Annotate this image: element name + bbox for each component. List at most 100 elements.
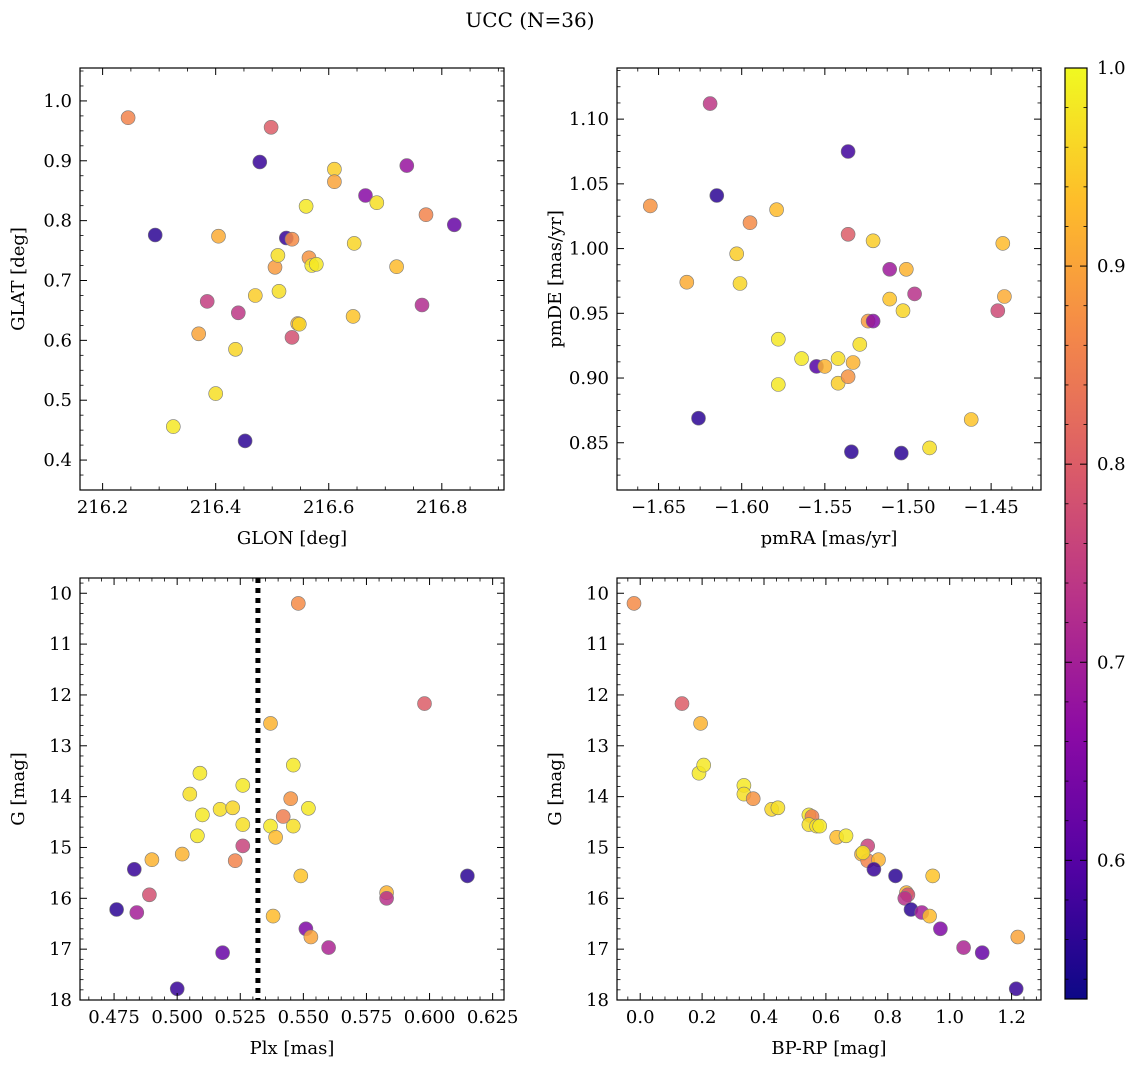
y-tick-label: 18 <box>49 990 72 1011</box>
y-tick-label: 1.0 <box>43 91 72 112</box>
x-tick-label: 216.6 <box>303 497 355 518</box>
data-point <box>855 845 871 860</box>
y-axis-label: pmDE [mas/yr] <box>545 210 566 348</box>
points <box>626 596 1026 997</box>
x-tick-label: −1.45 <box>964 497 1019 518</box>
colorbar: 0.6 0.7 0.8 0.9 1.0 <box>1064 58 1126 1000</box>
y-tick-label: 1.10 <box>569 109 609 130</box>
y-tick-label: 13 <box>586 736 609 757</box>
x-tick-label: 0.575 <box>341 1007 393 1028</box>
data-point <box>369 195 385 210</box>
data-point <box>346 236 362 251</box>
x-tick-label: 0.4 <box>750 1007 779 1028</box>
data-point <box>925 868 941 884</box>
y-tick-label: 14 <box>49 787 72 808</box>
y-tick-label: 17 <box>586 939 609 960</box>
data-point <box>696 757 712 773</box>
data-point <box>399 158 415 173</box>
data-point <box>729 246 745 262</box>
colorbar-tick-label: 0.6 <box>1097 850 1126 871</box>
data-point <box>844 444 859 460</box>
data-point <box>182 786 198 802</box>
y-tick-label: 0.8 <box>43 211 72 232</box>
data-point <box>265 908 281 924</box>
data-point <box>283 791 299 807</box>
data-point <box>327 161 342 177</box>
points <box>120 110 462 449</box>
x-tick-label: 0.550 <box>278 1007 330 1028</box>
data-point <box>417 696 432 711</box>
y-axis-label: G [mag] <box>545 752 566 825</box>
x-tick-label: 0.525 <box>214 1007 266 1028</box>
data-point <box>995 236 1011 251</box>
data-point <box>817 359 833 374</box>
x-tick-label: 0.500 <box>151 1007 203 1028</box>
y-axis-label: GLAT [deg] <box>8 227 29 331</box>
data-point <box>642 198 658 214</box>
data-point <box>840 227 856 242</box>
y-tick-label: 14 <box>586 787 609 808</box>
data-point <box>284 330 300 345</box>
x-tick-label: 1.0 <box>935 1007 964 1028</box>
x-tick-label: 1.2 <box>997 1007 1026 1028</box>
data-point <box>840 144 856 159</box>
data-point <box>379 890 394 906</box>
data-point <box>460 868 475 884</box>
x-tick-label: 216.4 <box>190 497 242 518</box>
colorbar-tick-label: 0.7 <box>1097 652 1126 673</box>
data-point <box>212 801 228 817</box>
data-point <box>418 207 434 222</box>
data-point <box>285 757 301 773</box>
data-point <box>252 154 268 170</box>
data-point <box>840 369 856 385</box>
data-point <box>298 199 314 214</box>
data-point <box>235 778 251 793</box>
x-tick-label: 0.600 <box>404 1007 456 1028</box>
data-point <box>898 261 914 277</box>
data-point <box>271 283 287 299</box>
data-point <box>702 96 718 111</box>
data-point <box>933 921 948 937</box>
data-point <box>120 110 136 125</box>
y-tick-label: 0.9 <box>43 151 72 172</box>
data-point <box>127 861 142 877</box>
data-point <box>922 440 937 456</box>
data-point <box>263 716 278 731</box>
data-point <box>1008 981 1024 997</box>
data-point <box>674 696 690 711</box>
data-point <box>208 386 223 401</box>
data-point <box>291 316 307 332</box>
data-point <box>770 331 786 347</box>
data-point <box>308 256 324 272</box>
x-tick-label: −1.60 <box>714 497 769 518</box>
y-tick-label: 1.00 <box>569 239 609 260</box>
x-tick-label: 0.475 <box>88 1007 140 1028</box>
data-point <box>192 765 208 781</box>
y-tick-label: 0.7 <box>43 270 72 291</box>
y-tick-label: 0.6 <box>43 330 72 351</box>
x-tick-label: −1.55 <box>797 497 852 518</box>
data-point <box>794 351 809 366</box>
data-point <box>693 716 708 731</box>
data-point <box>301 800 316 816</box>
data-point <box>956 940 971 955</box>
data-point <box>745 791 761 807</box>
x-tick-label: 0.625 <box>467 1007 519 1028</box>
data-point <box>963 412 979 427</box>
data-point <box>709 188 725 203</box>
data-point <box>303 929 319 945</box>
data-point <box>922 908 937 924</box>
data-point <box>228 341 243 357</box>
y-axis-label: G [mag] <box>8 752 29 825</box>
data-point <box>235 838 251 854</box>
data-point <box>882 291 898 307</box>
y-tick-label: 16 <box>586 888 609 909</box>
colorbar-tick-label: 0.9 <box>1097 256 1126 277</box>
data-point <box>446 217 462 233</box>
colorbar-gradient <box>1064 67 1088 1000</box>
x-tick-label: 0.6 <box>812 1007 841 1028</box>
data-point <box>285 818 301 834</box>
points <box>109 596 475 997</box>
data-point <box>888 868 903 884</box>
